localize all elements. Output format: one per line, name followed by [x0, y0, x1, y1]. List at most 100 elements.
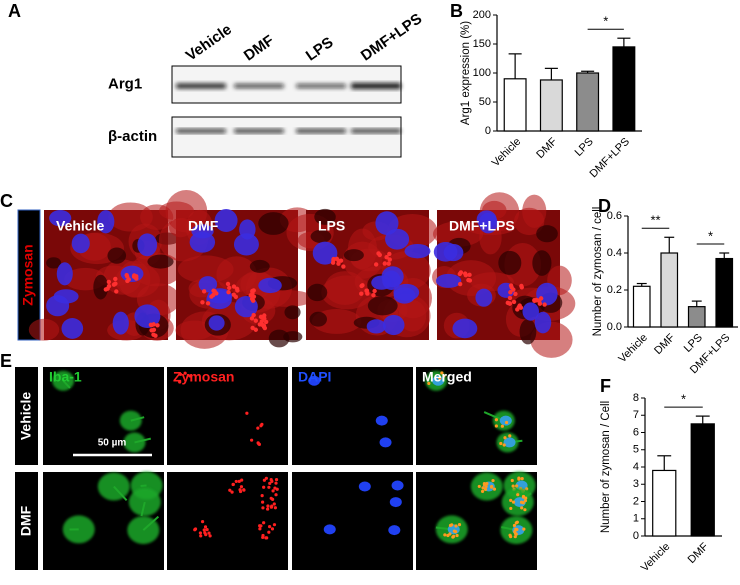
microglia-process [62, 380, 71, 389]
zymosan-particle [512, 523, 517, 528]
nucleus [120, 265, 144, 282]
blot-column-label: LPS [303, 34, 337, 65]
dark-gap [310, 229, 332, 243]
zymosan-particle [203, 525, 208, 529]
zymosan-particle [371, 292, 376, 298]
bar [632, 285, 651, 328]
y-tick-label: 4 [633, 461, 639, 473]
zymosan-particle [231, 284, 237, 289]
blot-column-label: DMF [241, 32, 277, 65]
scale-bar-label: 50 µm [98, 438, 127, 449]
zymosan-particle [519, 285, 525, 290]
dark-gap [258, 212, 289, 235]
zymosan-particle [272, 502, 276, 506]
zymosan-particle [258, 314, 264, 320]
zymosan-particle [341, 264, 346, 269]
blot-band [176, 83, 226, 89]
zymosan-particle [382, 261, 387, 266]
zymosan-particle [227, 285, 232, 291]
zymosan-particle [508, 290, 513, 295]
y-tick-label: 6 [633, 426, 639, 438]
zymosan-particle [103, 287, 109, 292]
zymosan-particle [250, 288, 255, 294]
nucleus [388, 525, 401, 536]
panel-label: C [0, 191, 13, 211]
nucleus [452, 318, 478, 339]
y-tick-label: 0 [633, 530, 639, 542]
micrograph-content [62, 471, 163, 545]
row-label-box [15, 472, 38, 570]
nucleus [475, 288, 493, 307]
micrograph-content [28, 202, 182, 341]
zymosan-particle [257, 442, 261, 446]
microglia-process [140, 501, 146, 517]
zymosan-particle [178, 372, 183, 376]
zymosan-particle [260, 494, 264, 498]
zymosan-particle [338, 258, 344, 263]
zymosan-particle [517, 477, 521, 481]
blot-band [234, 129, 284, 133]
zymosan-particle [155, 323, 160, 328]
zymosan-particle [251, 312, 256, 318]
bar [539, 79, 563, 132]
zymosan-particle [519, 500, 524, 504]
blot-band [296, 84, 346, 88]
zymosan-particle [273, 506, 277, 510]
y-tick-label: 0.4 [607, 247, 622, 259]
nucleus [366, 319, 386, 334]
nucleus [435, 273, 462, 288]
microglia-process [142, 515, 160, 531]
zymosan-particle [231, 482, 235, 486]
red-haze [159, 201, 194, 221]
dark-gap [519, 319, 537, 345]
zymosan-particle [262, 478, 266, 482]
zymosan-particle [259, 524, 263, 528]
panel-label: B [450, 1, 463, 21]
nucleus [208, 315, 225, 331]
panel-label: D [598, 196, 611, 216]
nucleus [391, 480, 404, 491]
y-tick-label: 7 [633, 409, 639, 421]
zymosan-particle [274, 493, 278, 497]
zymosan-particle [239, 485, 244, 489]
zymosan-particle [233, 294, 239, 300]
zymosan-particle [260, 422, 264, 426]
dark-gap [307, 283, 328, 302]
zymosan-particle [234, 479, 238, 484]
nucleus [513, 497, 526, 508]
zymosan-particle [364, 288, 369, 293]
zymosan-particle [485, 482, 489, 486]
y-tick-label: 8 [633, 392, 639, 404]
blot-column-label: DMF+LPS [358, 10, 425, 64]
zymosan-particle [386, 261, 391, 266]
micrograph-content [323, 480, 404, 536]
nucleus [61, 318, 84, 339]
zymosan-particle [481, 486, 485, 490]
micrograph [167, 367, 288, 465]
zymosan-particle [542, 302, 547, 307]
micrograph-content [178, 371, 264, 446]
y-axis-label: Number of zymosan / cell [592, 207, 604, 337]
nucleus [478, 212, 498, 234]
zymosan-particle [271, 489, 275, 493]
zymosan-particle [520, 506, 524, 510]
zymosan-particle [517, 303, 522, 308]
zymosan-particle [258, 527, 262, 531]
zymosan-particle [372, 288, 377, 294]
dark-gap [283, 331, 303, 343]
zymosan-particle [126, 277, 132, 282]
nucleus [379, 437, 392, 448]
zymosan-particle [183, 371, 187, 375]
zymosan-particle [230, 490, 234, 494]
zymosan-particle [442, 374, 446, 378]
zymosan-particle [198, 531, 203, 535]
nucleus [134, 304, 161, 328]
nucleus [522, 302, 540, 321]
zymosan-particle [257, 322, 263, 327]
zymosan-particle [148, 322, 154, 327]
zymosan-particle [200, 520, 205, 524]
zymosan-particle [523, 508, 527, 512]
nucleus [112, 311, 129, 335]
x-tick-label: DMF [534, 135, 560, 161]
x-tick-label: Vehicle [490, 136, 524, 170]
